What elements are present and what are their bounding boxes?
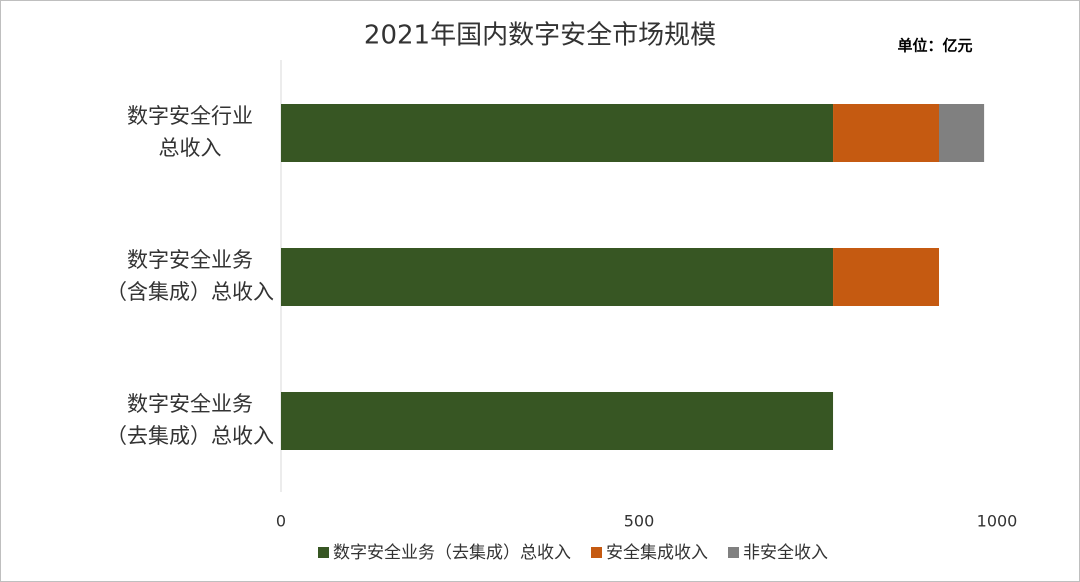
bar-segment (833, 248, 940, 306)
y-tick-label: 数字安全业务 (127, 392, 253, 416)
x-tick-label: 500 (624, 512, 655, 531)
legend-swatch (591, 547, 602, 558)
bar-segment (939, 104, 985, 162)
x-tick-label: 0 (276, 512, 286, 531)
legend-swatch (728, 547, 739, 558)
x-tick-label: 1000 (977, 512, 1018, 531)
y-tick-label: （含集成）总收入 (106, 280, 274, 304)
bar-segment (281, 104, 834, 162)
y-tick-label: 数字安全行业 (127, 104, 253, 128)
legend-swatch (318, 547, 329, 558)
bar-segment (281, 248, 834, 306)
y-tick-label: 总收入 (159, 136, 222, 160)
y-tick-label: （去集成）总收入 (106, 424, 274, 448)
legend-label: 安全集成收入 (606, 543, 708, 563)
y-tick-label: 数字安全业务 (127, 248, 253, 272)
unit-annotation: 单位：亿元 (897, 37, 972, 55)
legend-label: 非安全收入 (743, 543, 828, 563)
chart-title: 2021年国内数字安全市场规模 (364, 21, 716, 51)
bar-segment (833, 104, 940, 162)
bar-segment (281, 392, 834, 450)
legend-label: 数字安全业务（去集成）总收入 (333, 543, 571, 563)
